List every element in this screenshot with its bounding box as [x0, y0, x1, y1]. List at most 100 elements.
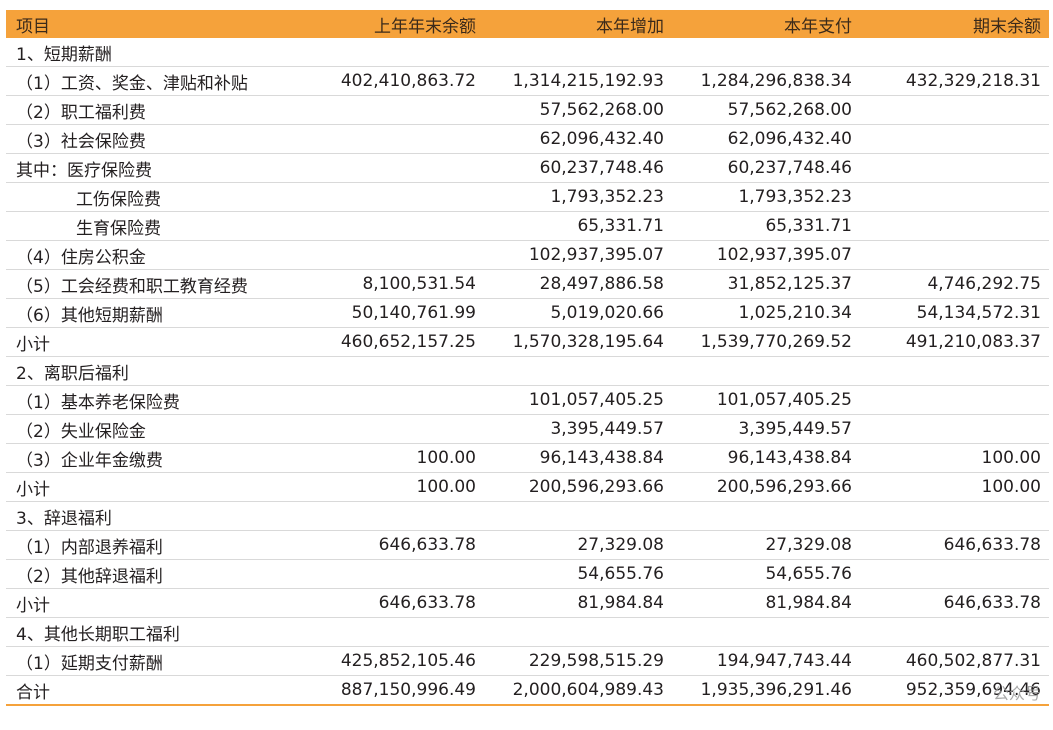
row-label: （1）工资、奖金、津贴和补贴 — [6, 66, 306, 96]
opening-balance-cell — [306, 211, 484, 241]
closing-balance-cell: 54,134,572.31 — [860, 298, 1049, 328]
row-label: 小计 — [6, 588, 306, 618]
payment-cell: 3,395,449.57 — [672, 414, 860, 444]
closing-balance-cell: 100.00 — [860, 472, 1049, 502]
employee-compensation-table: 项目 上年年末余额 本年增加 本年支付 期末余额 1、短期薪酬 （1）工资、奖金、… — [6, 10, 1049, 706]
payment-cell: 1,284,296,838.34 — [672, 66, 860, 96]
row-label: （5）工会经费和职工教育经费 — [6, 269, 306, 299]
increase-cell: 200,596,293.66 — [484, 472, 672, 502]
row-label: 合计 — [6, 675, 306, 706]
payment-cell — [672, 501, 860, 531]
increase-cell: 65,331.71 — [484, 211, 672, 241]
increase-cell: 102,937,395.07 — [484, 240, 672, 270]
row-label: 2、离职后福利 — [6, 356, 306, 386]
header-increase: 本年增加 — [484, 10, 672, 38]
opening-balance-cell — [306, 153, 484, 183]
table-row: 小计 646,633.78 81,984.84 81,984.84 646,633.78 — [6, 588, 1049, 618]
payment-cell — [672, 617, 860, 647]
header-payment: 本年支付 — [672, 10, 860, 38]
payment-cell: 81,984.84 — [672, 588, 860, 618]
payment-cell — [672, 38, 860, 67]
increase-cell: 27,329.08 — [484, 530, 672, 560]
opening-balance-cell: 425,852,105.46 — [306, 646, 484, 676]
increase-cell: 2,000,604,989.43 — [484, 675, 672, 706]
closing-balance-cell: 646,633.78 — [860, 530, 1049, 560]
opening-balance-cell — [306, 617, 484, 647]
payment-cell: 1,935,396,291.46 — [672, 675, 860, 706]
payment-cell: 54,655.76 — [672, 559, 860, 589]
closing-balance-cell: 4,746,292.75 — [860, 269, 1049, 299]
table-row: （1）内部退养福利 646,633.78 27,329.08 27,329.08 646… — [6, 530, 1049, 560]
closing-balance-cell — [860, 124, 1049, 154]
closing-balance-cell — [860, 182, 1049, 212]
table-row: 小计 460,652,157.25 1,570,328,195.64 1,539,77… — [6, 327, 1049, 357]
payment-cell: 65,331.71 — [672, 211, 860, 241]
closing-balance-cell: 646,633.78 — [860, 588, 1049, 618]
increase-cell: 5,019,020.66 — [484, 298, 672, 328]
row-label: （2）失业保险金 — [6, 414, 306, 444]
payment-cell: 57,562,268.00 — [672, 95, 860, 125]
increase-cell: 1,314,215,192.93 — [484, 66, 672, 96]
table-row: （3）社会保险费 62,096,432.40 62,096,432.40 — [6, 124, 1049, 154]
row-label: 小计 — [6, 472, 306, 502]
row-label: 生育保险费 — [6, 211, 306, 241]
payment-cell: 60,237,748.46 — [672, 153, 860, 183]
closing-balance-cell: 432,329,218.31 — [860, 66, 1049, 96]
header-opening-balance: 上年年末余额 — [306, 10, 484, 38]
closing-balance-cell — [860, 38, 1049, 67]
closing-balance-cell: 491,210,083.37 — [860, 327, 1049, 357]
increase-cell: 1,793,352.23 — [484, 182, 672, 212]
opening-balance-cell — [306, 240, 484, 270]
closing-balance-cell — [860, 153, 1049, 183]
increase-cell: 1,570,328,195.64 — [484, 327, 672, 357]
table-row: （6）其他短期薪酬 50,140,761.99 5,019,020.66 1,025,… — [6, 298, 1049, 328]
closing-balance-cell — [860, 501, 1049, 531]
watermark-text: 公众号 — [992, 684, 1041, 703]
table-row: 生育保险费 65,331.71 65,331.71 — [6, 211, 1049, 241]
payment-cell — [672, 356, 860, 386]
compensation-table-container: 项目 上年年末余额 本年增加 本年支付 期末余额 1、短期薪酬 （1）工资、奖金、… — [6, 10, 1049, 706]
table-row: （5）工会经费和职工教育经费 8,100,531.54 28,497,886.58 3… — [6, 269, 1049, 299]
row-label: 工伤保险费 — [6, 182, 306, 212]
table-row: （1）基本养老保险费 101,057,405.25 101,057,405.25 — [6, 385, 1049, 415]
increase-cell: 62,096,432.40 — [484, 124, 672, 154]
table-row: （2）失业保险金 3,395,449.57 3,395,449.57 — [6, 414, 1049, 444]
table-row: 4、其他长期职工福利 — [6, 617, 1049, 647]
row-label: 4、其他长期职工福利 — [6, 617, 306, 647]
row-label: （1）延期支付薪酬 — [6, 646, 306, 676]
opening-balance-cell — [306, 501, 484, 531]
increase-cell: 101,057,405.25 — [484, 385, 672, 415]
closing-balance-cell — [860, 240, 1049, 270]
closing-balance-cell — [860, 95, 1049, 125]
table-row: （4）住房公积金 102,937,395.07 102,937,395.07 — [6, 240, 1049, 270]
payment-cell: 1,025,210.34 — [672, 298, 860, 328]
opening-balance-cell — [306, 414, 484, 444]
closing-balance-cell — [860, 356, 1049, 386]
closing-balance-cell — [860, 414, 1049, 444]
header-closing-balance: 期末余额 — [860, 10, 1049, 38]
closing-balance-cell: 952,359,694.46 — [860, 675, 1049, 706]
increase-cell — [484, 617, 672, 647]
row-label: （4）住房公积金 — [6, 240, 306, 270]
payment-cell: 200,596,293.66 — [672, 472, 860, 502]
closing-balance-cell: 460,502,877.31 — [860, 646, 1049, 676]
increase-cell: 57,562,268.00 — [484, 95, 672, 125]
opening-balance-cell: 100.00 — [306, 443, 484, 473]
table-row: 其中：医疗保险费 60,237,748.46 60,237,748.46 — [6, 153, 1049, 183]
opening-balance-cell: 50,140,761.99 — [306, 298, 484, 328]
opening-balance-cell — [306, 124, 484, 154]
row-label: 其中：医疗保险费 — [6, 153, 306, 183]
header-row: 项目 上年年末余额 本年增加 本年支付 期末余额 — [6, 10, 1049, 38]
increase-cell: 28,497,886.58 — [484, 269, 672, 299]
row-label: （3）企业年金缴费 — [6, 443, 306, 473]
table-header: 项目 上年年末余额 本年增加 本年支付 期末余额 — [6, 10, 1049, 38]
opening-balance-cell — [306, 385, 484, 415]
opening-balance-cell: 646,633.78 — [306, 588, 484, 618]
increase-cell: 81,984.84 — [484, 588, 672, 618]
payment-cell: 31,852,125.37 — [672, 269, 860, 299]
opening-balance-cell — [306, 38, 484, 67]
table-row: 合计 887,150,996.49 2,000,604,989.43 1,935,39… — [6, 675, 1049, 706]
increase-cell — [484, 356, 672, 386]
table-row: 3、辞退福利 — [6, 501, 1049, 531]
row-label: （6）其他短期薪酬 — [6, 298, 306, 328]
